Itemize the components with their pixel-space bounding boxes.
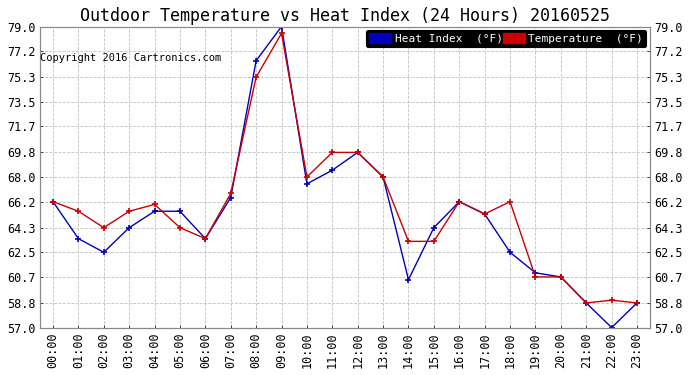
Text: Copyright 2016 Cartronics.com: Copyright 2016 Cartronics.com [40,53,221,63]
Title: Outdoor Temperature vs Heat Index (24 Hours) 20160525: Outdoor Temperature vs Heat Index (24 Ho… [80,7,610,25]
Legend: Heat Index  (°F), Temperature  (°F): Heat Index (°F), Temperature (°F) [366,30,647,47]
